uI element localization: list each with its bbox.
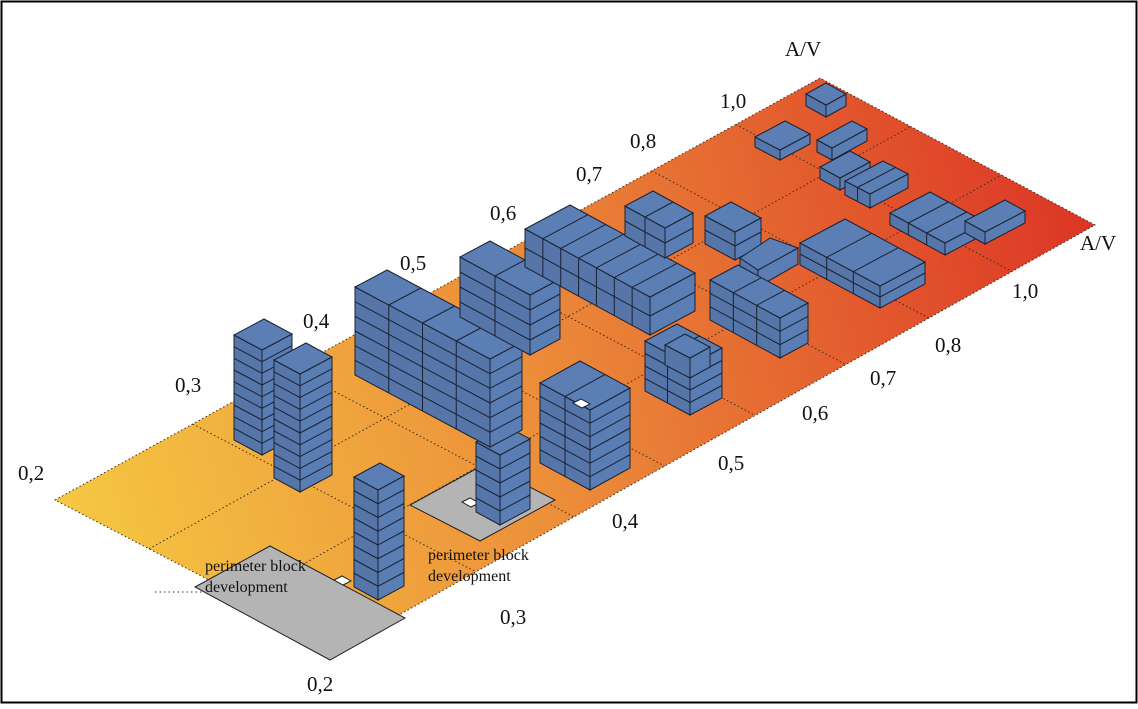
floor-outline [53,77,1097,649]
right-axis-title: A/V [1080,231,1116,255]
right-tick-label: 0,6 [802,401,828,425]
floor-plane [55,78,1095,648]
building-step-0-6-top [663,333,712,379]
building-cross-arm [963,199,1027,245]
back-tick-label: 0,8 [630,129,656,153]
annotation-line: perimeter block [428,547,529,564]
buildings [232,82,1027,601]
back-tick-label: 0,5 [400,251,426,275]
right-tick-label: 0,3 [500,605,526,629]
right-tick-label: 0,2 [307,672,333,696]
building-block-0-7b [703,201,763,261]
building-block-0-8a [708,264,810,359]
building-cross-small [804,82,848,118]
annotation-line: development [205,579,288,596]
building-small-1a [753,120,812,161]
building-block-0-8b [798,218,927,309]
building-cube-0-5 [538,360,632,491]
annotation-line: perimeter block [205,558,306,575]
right-tick-label: 0,7 [870,366,896,390]
back-tick-label: 0,4 [303,309,330,333]
courtyard-hole-left [332,575,353,586]
back-tick-label: 0,3 [175,373,201,397]
grid-line [651,170,930,319]
annotation-line: development [428,568,511,585]
back-tick-label: 0,2 [18,461,44,485]
right-tick-label: 0,4 [612,509,639,533]
building-cross-front [272,342,334,493]
back-tick-label: 0,7 [576,162,602,186]
back-axis-title: A/V [785,37,821,61]
back-tick-label: 1,0 [720,89,746,113]
back-tick-label: 0,6 [490,201,516,225]
building-row-0-6 [523,204,697,336]
building-small-1d [843,160,910,209]
right-tick-label: 0,8 [935,333,961,357]
right-tick-label: 1,0 [1012,279,1038,303]
right-tick-label: 0,5 [718,451,744,475]
building-small-1b [815,120,869,161]
courtyard-left [193,545,407,661]
building-slab-0-4 [353,269,524,448]
building-block-0-7a [623,190,695,259]
building-block-0-5 [458,240,562,356]
grid-line [192,423,477,573]
building-tower-a [352,462,406,601]
cube-courtyard-hole [571,398,592,409]
